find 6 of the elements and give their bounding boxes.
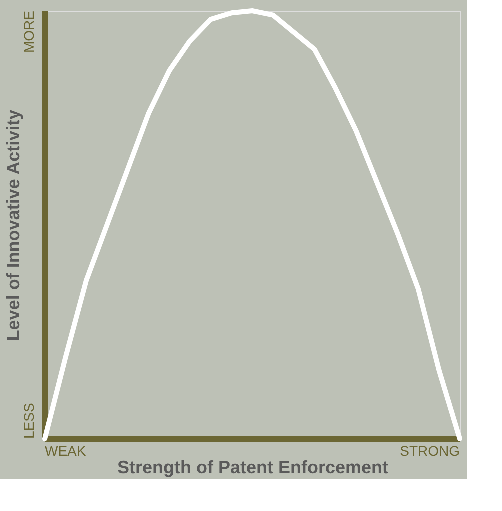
text: STRONG <box>400 443 460 459</box>
y-axis-title: Level of Innovative Activity <box>4 110 24 342</box>
text: LESS <box>21 403 37 439</box>
text: WEAK <box>45 443 87 459</box>
text: MORE <box>21 11 37 53</box>
x-axis-title: Strength of Patent Enforcement <box>117 458 389 478</box>
